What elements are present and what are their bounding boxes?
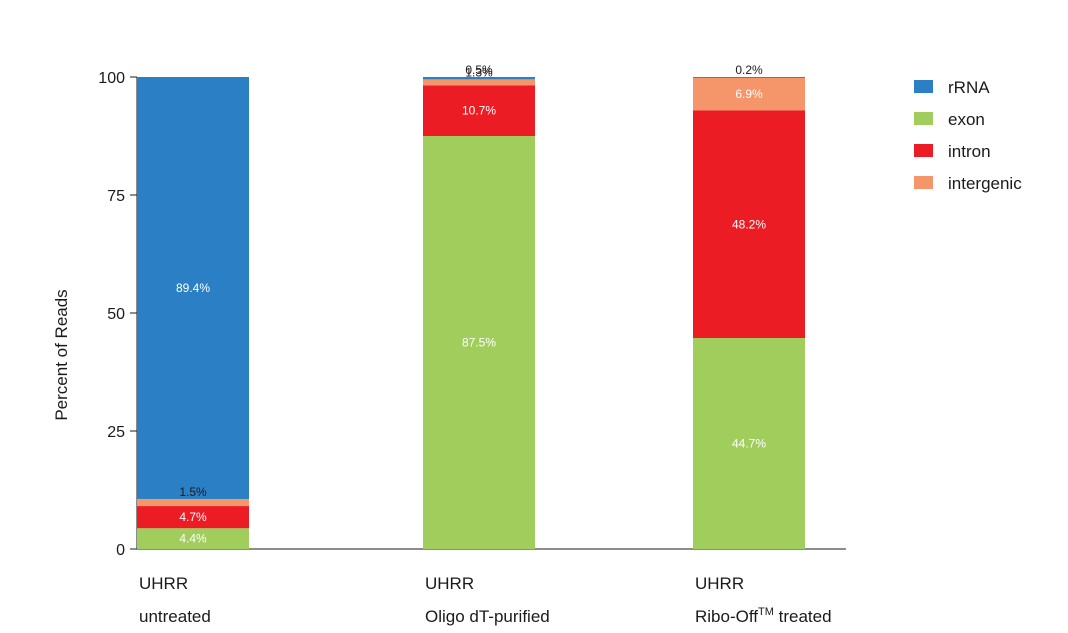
trademark-superscript: TM xyxy=(758,606,774,618)
data-label-exon: 44.7% xyxy=(732,437,766,451)
bar-segment-intron xyxy=(423,85,535,136)
legend-label-intergenic: intergenic xyxy=(948,174,1022,193)
category-label-text: Ribo-Off xyxy=(695,607,758,626)
y-tick-label: 75 xyxy=(107,188,125,205)
y-axis-label: Percent of Reads xyxy=(52,289,71,420)
bar-segment-rRNA xyxy=(137,77,249,499)
y-tick-label: 25 xyxy=(107,424,125,441)
data-label-exon: 87.5% xyxy=(462,336,496,350)
data-label-intron: 4.7% xyxy=(179,510,207,524)
bar-segment-exon xyxy=(693,338,805,549)
category-label-line2: Ribo-OffTM treated xyxy=(695,606,832,626)
bar-segment-exon xyxy=(423,136,535,549)
category-label-line2: Oligo dT-purified xyxy=(425,607,550,626)
category-label-line1: UHRR xyxy=(425,574,474,593)
data-label-exon: 4.4% xyxy=(179,532,207,546)
y-tick-label: 0 xyxy=(116,542,125,559)
data-label-intergenic: 1.3% xyxy=(465,65,493,79)
axes: 0 25 50 75 100 xyxy=(98,70,846,559)
legend-swatch-intergenic xyxy=(914,176,933,189)
legend-label-rRNA: rRNA xyxy=(948,78,990,97)
segment-labels: 4.4% 4.7% 1.5% 89.4% 87.5% 10.7% 1.3%0.5% 44.7%… xyxy=(176,63,766,546)
bar-segment-intron xyxy=(693,110,805,339)
bar-segment-exon xyxy=(137,528,249,549)
data-label-rRNA: 0.5% xyxy=(465,63,493,77)
bar-segment-intergenic xyxy=(423,79,535,86)
category-label-text: Oligo dT-purified xyxy=(425,607,550,626)
data-label-rRNA: 89.4% xyxy=(176,281,210,295)
bar-segment-intergenic xyxy=(693,77,805,111)
y-tick-label: 50 xyxy=(107,306,125,323)
legend-swatch-intron xyxy=(914,144,933,157)
data-label-intron: 10.7% xyxy=(462,104,496,118)
category-label-text: untreated xyxy=(139,607,211,626)
data-label-intergenic: 6.9% xyxy=(735,87,763,101)
legend-swatch-exon xyxy=(914,112,933,125)
bar-segment-rRNA xyxy=(693,77,805,78)
data-label-intergenic: 1.5% xyxy=(179,485,207,499)
bar-segment-intron xyxy=(137,506,249,529)
bar-segment-rRNA xyxy=(423,77,535,80)
category-label-line1: UHRR xyxy=(139,574,188,593)
data-label-rRNA: 0.2% xyxy=(735,63,763,77)
bars xyxy=(137,77,805,549)
category-label-suffix: treated xyxy=(774,607,832,626)
legend: rRNA exon intron intergenic xyxy=(914,78,1022,193)
legend-label-intron: intron xyxy=(948,142,991,161)
legend-swatch-rRNA xyxy=(914,80,933,93)
category-label-line1: UHRR xyxy=(695,574,744,593)
data-label-intron: 48.2% xyxy=(732,217,766,231)
y-tick-label: 100 xyxy=(98,70,125,87)
bar-segment-intergenic xyxy=(137,498,249,507)
category-label-line2: untreated xyxy=(139,607,211,626)
legend-label-exon: exon xyxy=(948,110,985,129)
category-labels: UHRR untreated UHRR Oligo dT-purified UHRR Ri… xyxy=(139,574,832,626)
